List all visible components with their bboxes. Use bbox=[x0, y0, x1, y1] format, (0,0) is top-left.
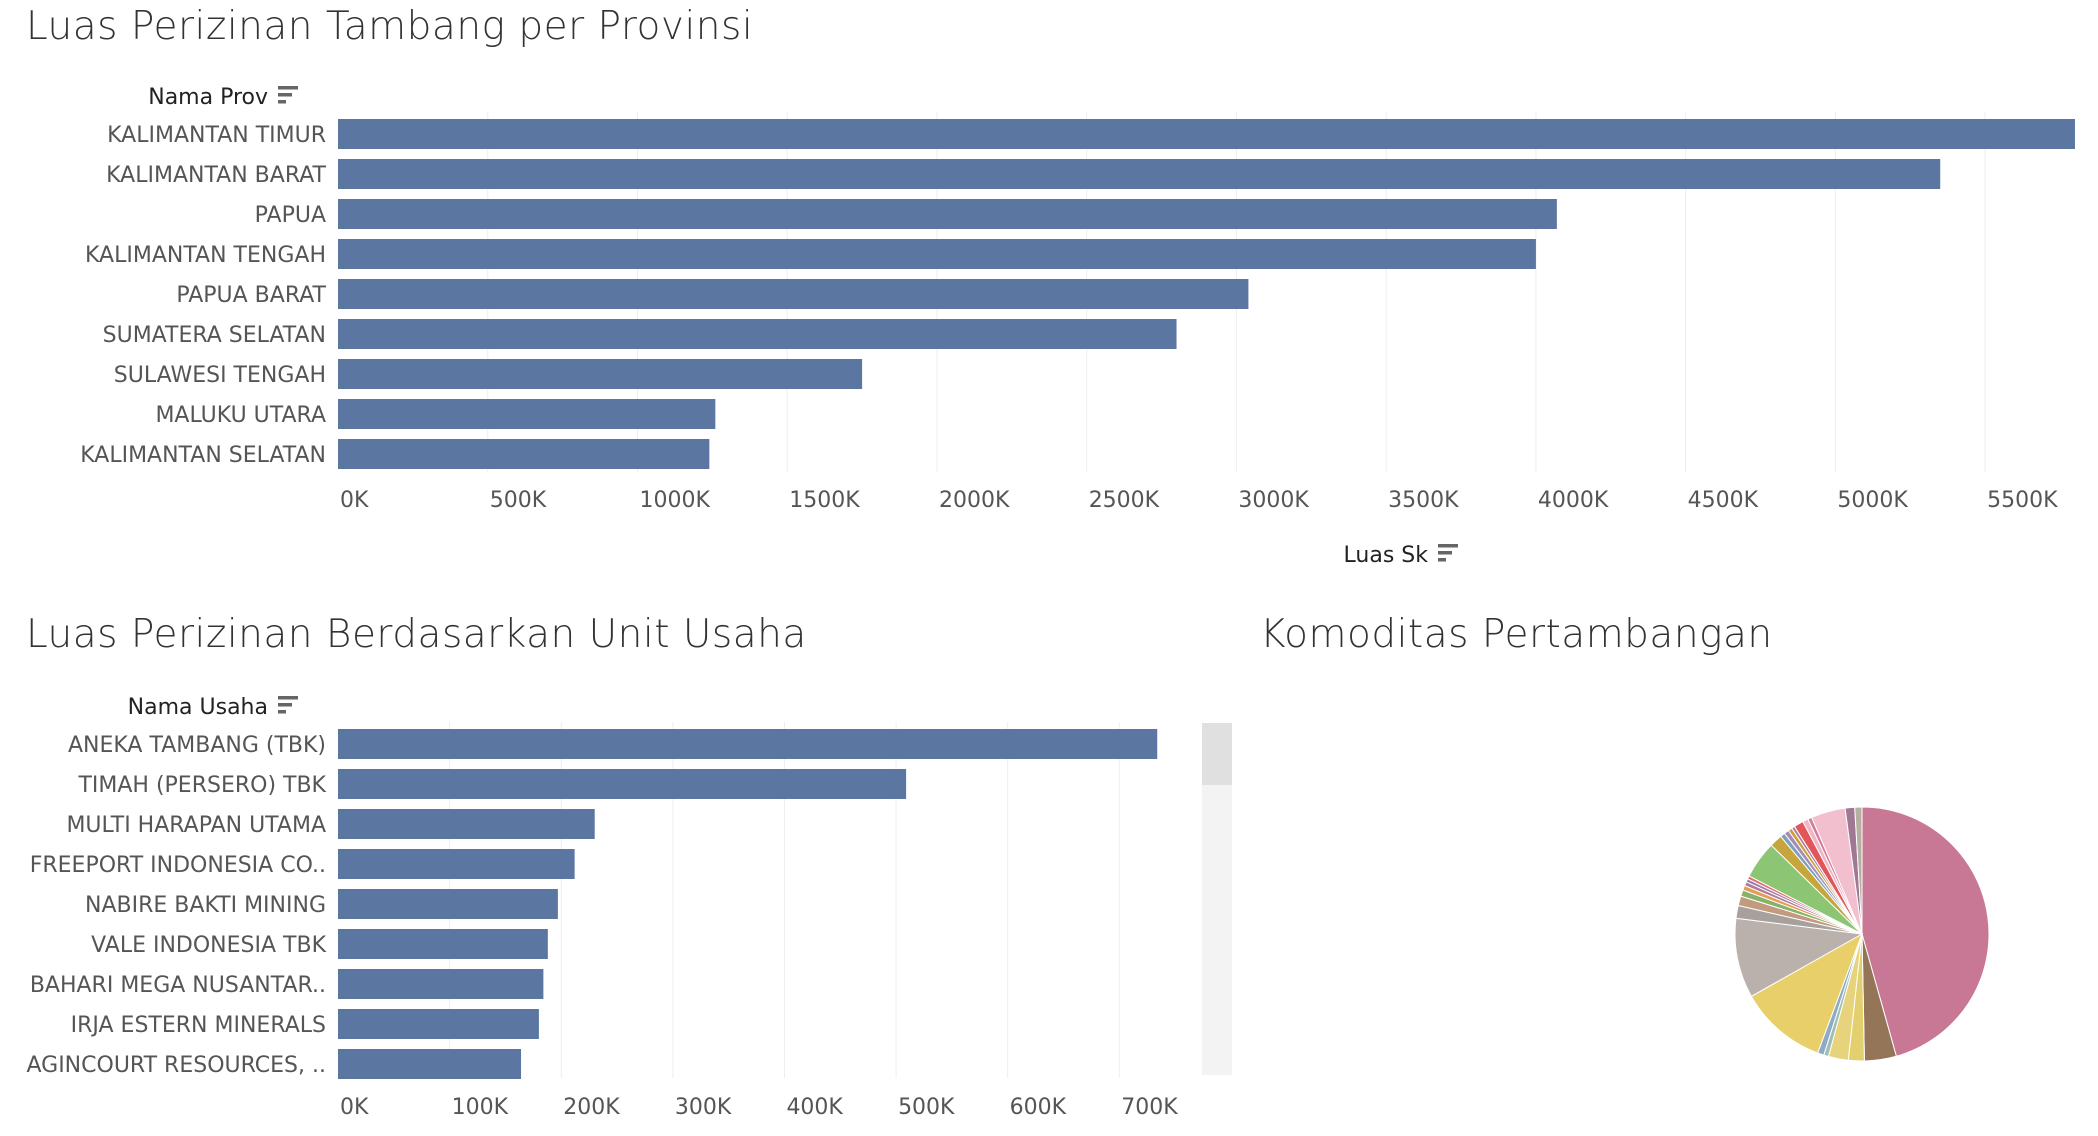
category-label: BAHARI MEGA NUSANTAR.. bbox=[30, 973, 326, 998]
category-label: KALIMANTAN TENGAH bbox=[85, 243, 326, 268]
x-tick-label: 1000K bbox=[639, 488, 710, 513]
x-tick-label: 500K bbox=[898, 1095, 955, 1120]
x-tick-label: 2000K bbox=[939, 488, 1010, 513]
category-label: TIMAH (PERSERO) TBK bbox=[77, 773, 326, 798]
pie-slice[interactable] bbox=[1861, 806, 1990, 1057]
y-axis-sort-icon[interactable] bbox=[278, 86, 298, 104]
bar[interactable] bbox=[338, 439, 710, 469]
x-tick-label: 1500K bbox=[789, 488, 860, 513]
y-axis-sort-icon[interactable] bbox=[278, 696, 298, 714]
x-tick-label: 200K bbox=[563, 1095, 620, 1120]
x-tick-label: 4000K bbox=[1538, 488, 1609, 513]
bar[interactable] bbox=[338, 119, 2075, 149]
bar[interactable] bbox=[338, 769, 907, 799]
x-tick-label: 5500K bbox=[1987, 488, 2058, 513]
x-tick-label: 5000K bbox=[1837, 488, 1908, 513]
bar[interactable] bbox=[338, 319, 1177, 349]
bar[interactable] bbox=[338, 969, 544, 999]
chart3-title: Komoditas Pertambangan bbox=[1260, 612, 1773, 657]
bar[interactable] bbox=[338, 849, 575, 879]
pie-slice[interactable] bbox=[1854, 806, 1863, 935]
x-tick-label: 500K bbox=[490, 488, 547, 513]
pie-chart bbox=[1734, 806, 1990, 1062]
x-axis-sort-icon[interactable] bbox=[1438, 544, 1458, 562]
bar-chart-2: ANEKA TAMBANG (TBK) TIMAH (PERSERO) TBK MU… bbox=[26, 695, 1232, 1120]
bar[interactable] bbox=[338, 199, 1557, 229]
x-tick-label: 3000K bbox=[1238, 488, 1309, 513]
scrollbar-thumb[interactable] bbox=[1202, 723, 1232, 785]
category-label: VALE INDONESIA TBK bbox=[91, 933, 326, 958]
chart2-title: Luas Perizinan Berdasarkan Unit Usaha bbox=[26, 612, 807, 657]
bar[interactable] bbox=[338, 279, 1249, 309]
bar[interactable] bbox=[338, 239, 1536, 269]
x-tick-label: 3500K bbox=[1388, 488, 1459, 513]
x-tick-label: 0K bbox=[340, 1095, 369, 1120]
category-label: PAPUA bbox=[255, 203, 326, 228]
category-label: MULTI HARAPAN UTAMA bbox=[66, 813, 326, 838]
bar[interactable] bbox=[338, 929, 548, 959]
bar[interactable] bbox=[338, 399, 716, 429]
category-label: NABIRE BAKTI MINING bbox=[85, 893, 326, 918]
category-label: IRJA ESTERN MINERALS bbox=[71, 1013, 326, 1038]
category-label: KALIMANTAN SELATAN bbox=[80, 443, 326, 468]
bar[interactable] bbox=[338, 159, 1941, 189]
x-tick-label: 400K bbox=[786, 1095, 843, 1120]
x-tick-label: 600K bbox=[1010, 1095, 1067, 1120]
bar[interactable] bbox=[338, 1049, 522, 1079]
bar-chart-1: KALIMANTAN TIMUR KALIMANTAN BARAT PAPUA KAL… bbox=[80, 85, 2075, 568]
bar[interactable] bbox=[338, 359, 863, 389]
x-tick-label: 2500K bbox=[1089, 488, 1160, 513]
x-axis-title: Luas Sk bbox=[1344, 543, 1429, 568]
category-label: PAPUA BARAT bbox=[176, 283, 326, 308]
bar[interactable] bbox=[338, 1009, 539, 1039]
category-label: SUMATERA SELATAN bbox=[103, 323, 326, 348]
x-tick-label: 0K bbox=[340, 488, 369, 513]
category-label: SULAWESI TENGAH bbox=[114, 363, 326, 388]
x-tick-label: 4500K bbox=[1688, 488, 1759, 513]
category-label: KALIMANTAN BARAT bbox=[106, 163, 326, 188]
bar[interactable] bbox=[338, 809, 595, 839]
y-axis-title: Nama Prov bbox=[148, 85, 268, 110]
category-label: KALIMANTAN TIMUR bbox=[107, 123, 326, 148]
pie-slice[interactable] bbox=[1734, 917, 1864, 998]
bar[interactable] bbox=[338, 729, 1158, 759]
bar[interactable] bbox=[338, 889, 558, 919]
x-tick-label: 100K bbox=[452, 1095, 509, 1120]
x-tick-label: 700K bbox=[1121, 1095, 1178, 1120]
category-label: ANEKA TAMBANG (TBK) bbox=[68, 733, 326, 758]
x-tick-label: 300K bbox=[675, 1095, 732, 1120]
category-label: AGINCOURT RESOURCES, .. bbox=[26, 1053, 326, 1078]
category-label: FREEPORT INDONESIA CO.. bbox=[30, 853, 326, 878]
pie-slice[interactable] bbox=[1750, 932, 1863, 1054]
y-axis-title: Nama Usaha bbox=[128, 695, 268, 720]
category-label: MALUKU UTARA bbox=[155, 403, 326, 428]
chart1-title: Luas Perizinan Tambang per Provinsi bbox=[26, 4, 754, 49]
